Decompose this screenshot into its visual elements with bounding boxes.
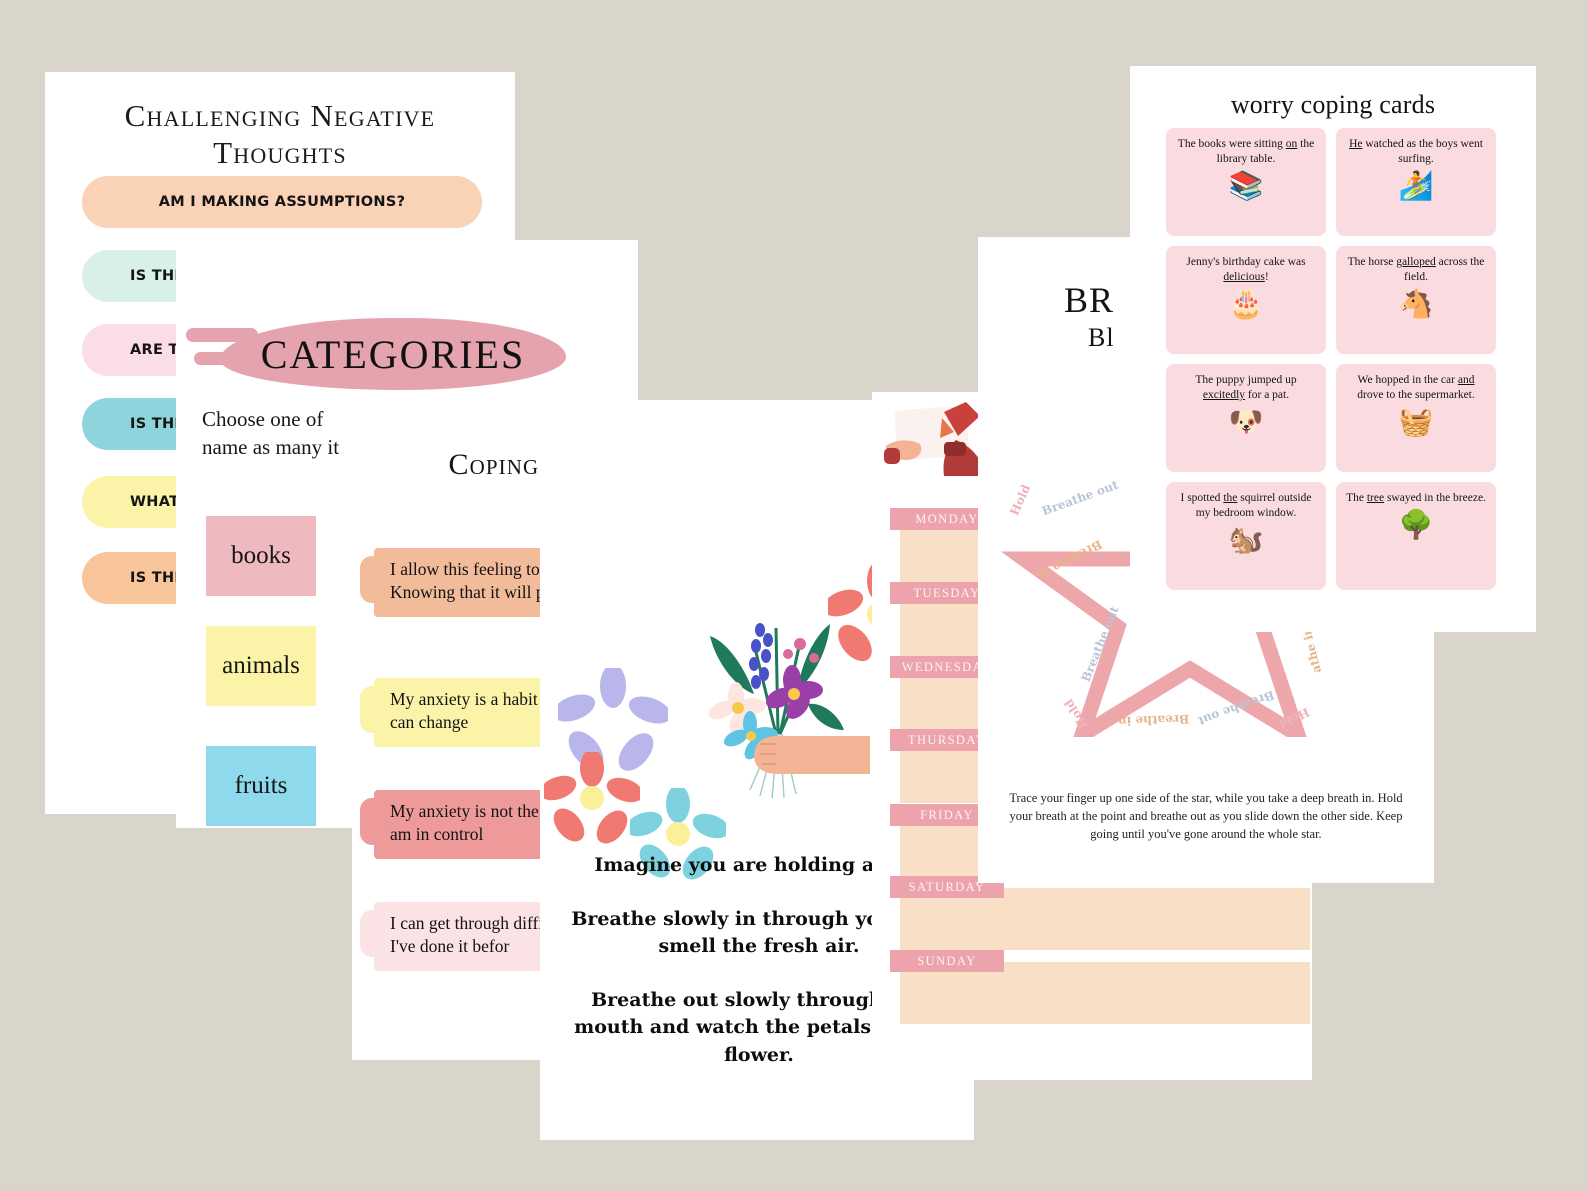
card-worry-coping-cards[interactable]: worry coping cards The books were sittin… <box>1130 66 1536 632</box>
category-chip-label: animals <box>222 652 300 679</box>
worry-card[interactable]: The tree swayed in the breeze. 🌳 <box>1336 482 1496 590</box>
flower-line-1: Imagine you are holding a flow <box>594 854 924 876</box>
worry-card[interactable]: I spotted the squirrel outside my bedroo… <box>1166 482 1326 590</box>
worry-card-illustration: 🐿️ <box>1228 524 1264 556</box>
hand-holding-bouquet-illustration <box>708 623 870 799</box>
worry-card[interactable]: He watched as the boys went surfing. 🏄 <box>1336 128 1496 236</box>
prompt-label: IS THE <box>130 416 185 432</box>
brush-stroke-decoration <box>186 318 566 390</box>
breathing-star-title: BR <box>1064 280 1115 320</box>
worry-card-underlined-word: excitedly <box>1202 388 1246 401</box>
worry-card-illustration: 🎂 <box>1228 288 1264 320</box>
worry-card-illustration: 🐶 <box>1228 406 1264 438</box>
flower-icon-red <box>544 752 640 844</box>
worry-card-underlined-word: the <box>1223 492 1238 504</box>
day-label-monday: MONDAY <box>890 508 1004 530</box>
category-chip-books[interactable]: books <box>206 516 316 596</box>
categories-instruction-line1: Choose one of <box>202 407 324 431</box>
worry-card-text: I spotted the squirrel outside my bedroo… <box>1180 492 1312 519</box>
flower-icon-teal <box>630 788 726 880</box>
worry-card[interactable]: We hopped in the car and drove to the su… <box>1336 364 1496 472</box>
flower-breathing-instructions: Imagine you are holding a flow Breathe s… <box>570 852 948 1095</box>
worry-card-underlined-word: on <box>1285 138 1298 150</box>
worry-card-text: The horse galloped across the field. <box>1347 256 1485 283</box>
day-label-friday: FRIDAY <box>890 804 1004 826</box>
worry-card[interactable]: The books were sitting on the library ta… <box>1166 128 1326 236</box>
worry-card-underlined-word: and <box>1457 374 1475 386</box>
prompt-pill-assumptions[interactable]: AM I MAKING ASSUMPTIONS? <box>82 176 482 228</box>
worry-card-illustration: 📚 <box>1228 170 1264 202</box>
day-label-thursday: THURSDAY <box>890 729 1004 751</box>
categories-instruction: Choose one of name as many it <box>202 406 512 461</box>
breathing-star-subtitle: Bl <box>1088 323 1115 352</box>
prompt-label: AM I MAKING ASSUMPTIONS? <box>158 194 406 210</box>
day-label-wednesday: WEDNESDAY <box>890 656 1004 678</box>
worry-card-illustration: 🧺 <box>1398 406 1434 438</box>
categories-instruction-line2: name as many it <box>202 434 340 459</box>
day-label-tuesday: TUESDAY <box>890 582 1004 604</box>
hand-writing-icon <box>884 402 988 476</box>
worry-card-illustration: 🐴 <box>1398 288 1434 320</box>
worry-card-text: The tree swayed in the breeze. <box>1346 492 1486 504</box>
worry-card-text: We hopped in the car and drove to the su… <box>1357 374 1475 401</box>
day-label-saturday: SATURDAY <box>890 876 1004 898</box>
breathing-star-instructions: Trace your finger up one side of the sta… <box>1009 791 1403 842</box>
flower-line-3: Breathe out slowly through you mouth and… <box>574 988 944 1066</box>
worry-card-illustration: 🌳 <box>1398 509 1434 541</box>
page-title: Challenging Negative Thoughts <box>124 98 436 170</box>
worry-cards-grid: The books were sitting on the library ta… <box>1166 128 1496 590</box>
star-label-breathe-in-2: Breathe in <box>1117 711 1190 729</box>
categories-title: CATEGORIES <box>260 331 526 377</box>
category-chip-animals[interactable]: animals <box>206 626 316 706</box>
worry-coping-title: worry coping cards <box>1230 90 1436 119</box>
day-box-saturday[interactable] <box>900 888 1310 950</box>
worry-card-text: Jenny's birthday cake was delicious! <box>1186 256 1306 283</box>
worry-card-text: He watched as the boys went surfing. <box>1349 138 1483 165</box>
category-chip-label: fruits <box>234 772 288 799</box>
worry-card-illustration: 🏄 <box>1398 170 1434 202</box>
worry-card-text: The puppy jumped up excitedly for a pat. <box>1195 374 1297 401</box>
worry-card-underlined-word: galloped <box>1396 256 1436 268</box>
worry-card[interactable]: The horse galloped across the field. 🐴 <box>1336 246 1496 354</box>
flower-line-2: Breathe slowly in through your nos smell… <box>571 907 947 958</box>
worry-card[interactable]: Jenny's birthday cake was delicious! 🎂 <box>1166 246 1326 354</box>
worry-card-underlined-word: delicious <box>1223 270 1265 283</box>
category-chip-fruits[interactable]: fruits <box>206 746 316 826</box>
day-box-sunday[interactable] <box>900 962 1310 1024</box>
day-label-sunday: SUNDAY <box>890 950 1004 972</box>
worry-card-underlined-word: He <box>1349 138 1363 150</box>
worry-card-text: The books were sitting on the library ta… <box>1177 138 1315 165</box>
worry-card-underlined-word: tree <box>1366 492 1385 504</box>
category-chip-label: books <box>231 542 291 569</box>
worry-card[interactable]: The puppy jumped up excitedly for a pat.… <box>1166 364 1326 472</box>
